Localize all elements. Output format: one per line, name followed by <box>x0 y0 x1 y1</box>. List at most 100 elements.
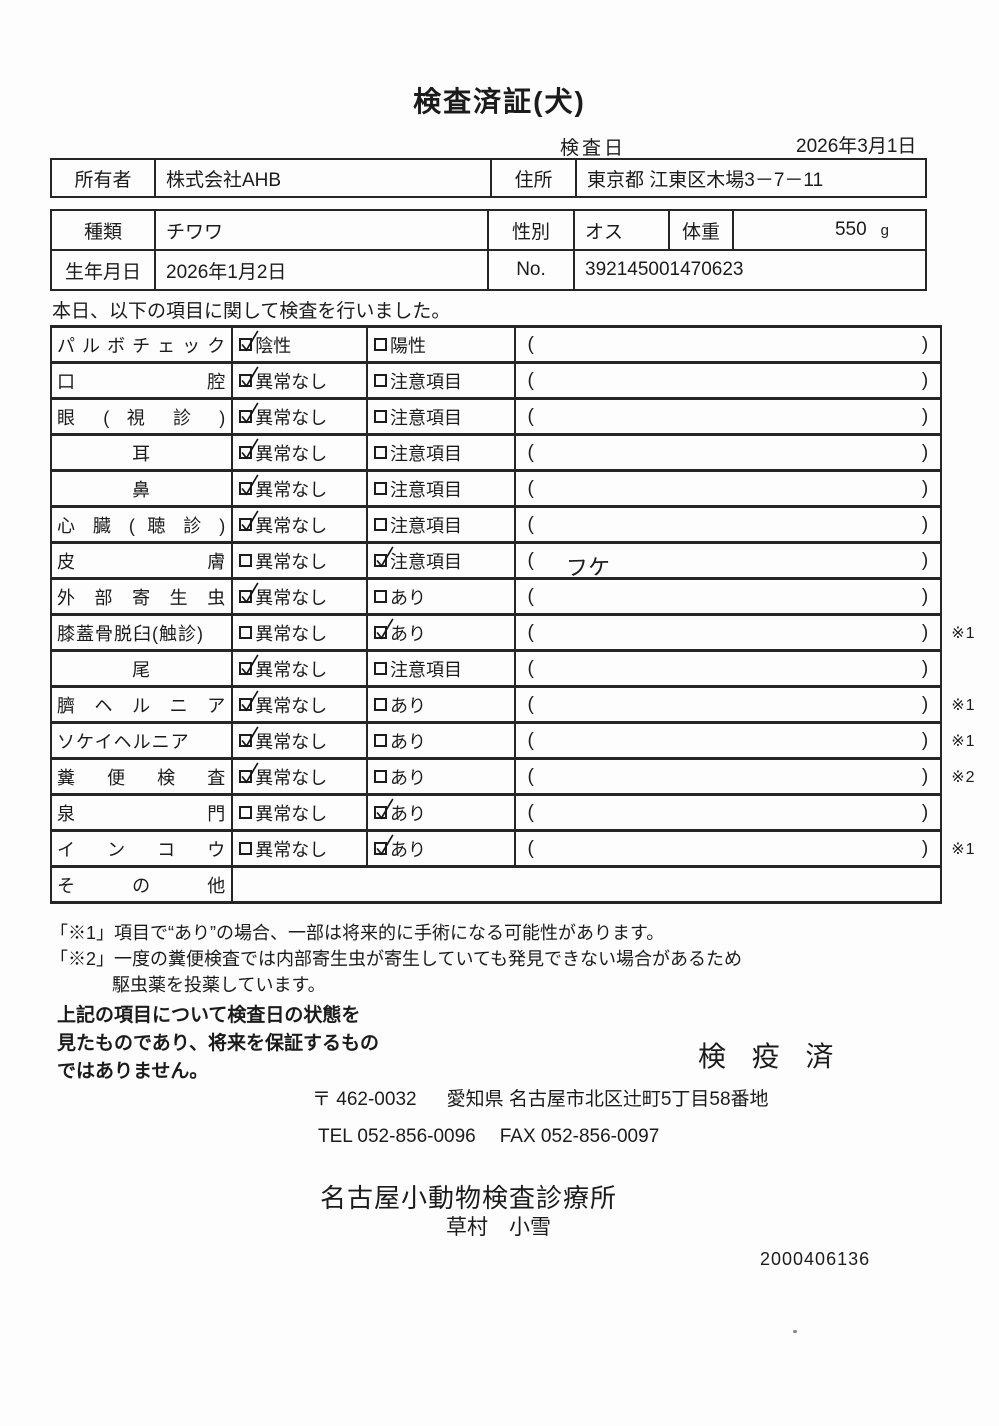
open-paren: ( <box>527 657 534 679</box>
checkbox-icon <box>374 338 388 351</box>
open-paren: ( <box>527 513 534 535</box>
check-mark-icon <box>241 330 259 352</box>
intro-text: 本日、以下の項目に関して検査を行いました。 <box>52 301 451 322</box>
checklist-row-ears: 耳 異常なし 注意項目 () <box>49 433 996 472</box>
item-label: 耳 <box>49 433 234 472</box>
close-paren: ) <box>921 585 929 607</box>
close-paren: ) <box>921 333 929 355</box>
checkbox-icon <box>239 554 253 567</box>
disclaimer-line3: ではありません。 <box>57 1061 209 1082</box>
finding-text <box>534 446 922 460</box>
option-cell: 注意項目 <box>366 505 516 544</box>
option-label: 注意項目 <box>390 479 463 500</box>
check-mark-icon <box>241 690 259 712</box>
finding-cell: () <box>513 577 943 616</box>
disclaimer-statement: 上記の項目について検査日の状態を 見たものであり、将来を保証するもの ではありま… <box>57 1002 379 1086</box>
check-mark-icon <box>376 546 394 568</box>
open-paren: ( <box>527 621 534 643</box>
remark-note <box>941 435 996 471</box>
option-cell: 注意項目 <box>366 397 516 436</box>
option-cell: 異常なし <box>231 829 369 868</box>
close-paren: ) <box>921 657 929 679</box>
option-label: あり <box>390 587 427 608</box>
close-paren: ) <box>921 441 929 463</box>
finding-cell: () <box>513 325 943 364</box>
weight-unit: g <box>880 222 889 239</box>
checklist-row-parvo: パ ル ボ チ ェ ッ ク 陰性 陽性 () <box>49 325 996 364</box>
remark-note: ※2 <box>951 768 976 786</box>
check-mark-icon <box>241 438 259 460</box>
option-label: 異常なし <box>255 587 328 608</box>
item-label: 臍 ヘ ル ニ ア <box>49 685 234 724</box>
scan-artifact-dot <box>793 1330 797 1333</box>
check-mark-icon <box>376 618 394 640</box>
checkbox-icon <box>374 546 394 568</box>
finding-cell: () <box>513 469 943 508</box>
checklist-row-fecal-exam: 糞 便 検 査 異常なし あり () ※2 <box>49 757 996 796</box>
option-label: 注意項目 <box>390 515 463 536</box>
option-label: 陽性 <box>390 335 427 356</box>
weight-value: 550 <box>834 219 867 240</box>
finding-cell: () <box>513 613 943 652</box>
close-paren: ) <box>921 549 929 571</box>
checkbox-icon <box>239 654 259 676</box>
option-label: あり <box>390 839 427 860</box>
checkbox-icon <box>239 330 259 352</box>
option-label: 異常なし <box>255 623 328 644</box>
open-paren: ( <box>527 405 534 427</box>
check-mark-icon <box>376 798 394 820</box>
option-label: 異常なし <box>255 515 328 536</box>
clinic-tel-line: TEL 052-856-0096 FAX 052-856-0097 <box>318 1126 659 1148</box>
finding-text <box>534 338 922 352</box>
birthdate-label: 生年月日 <box>50 249 156 291</box>
item-label: 外 部 寄 生 虫 <box>49 577 234 616</box>
checklist-row-eyes: 眼 ( 視 診 ) 異常なし 注意項目 () <box>49 397 996 436</box>
checklist-row-skin: 皮 膚 異常なし 注意項目 (フケ) <box>49 541 996 580</box>
checkbox-icon <box>239 474 259 496</box>
item-label: 尾 <box>49 649 234 688</box>
check-mark-icon <box>376 834 394 856</box>
checkbox-icon <box>374 410 388 423</box>
remark-note <box>941 795 996 831</box>
open-paren: ( <box>527 477 534 499</box>
option-cell: あり <box>366 829 516 868</box>
option-label: あり <box>390 803 427 824</box>
close-paren: ) <box>921 405 929 427</box>
open-paren: ( <box>527 549 534 571</box>
option-label: 異常なし <box>255 443 328 464</box>
owner-value: 株式会社AHB <box>154 158 492 198</box>
option-cell: 注意項目 <box>366 433 516 472</box>
close-paren: ) <box>921 801 929 823</box>
option-label: 異常なし <box>255 479 328 500</box>
close-paren: ) <box>921 837 929 859</box>
option-label: あり <box>390 731 427 752</box>
item-label: 眼 ( 視 診 ) <box>49 397 234 436</box>
exam-date-value: 2026年3月1日 <box>796 136 917 157</box>
checkbox-icon <box>374 374 388 387</box>
option-label: 注意項目 <box>390 443 463 464</box>
option-cell: 注意項目 <box>366 541 516 580</box>
address-label: 住所 <box>490 158 577 198</box>
postal-code: 〒 462-0032 <box>312 1089 417 1110</box>
document-number: 2000406136 <box>760 1249 871 1269</box>
open-paren: ( <box>527 585 534 607</box>
checkbox-icon <box>239 438 259 460</box>
remark-note: ※1 <box>951 732 976 750</box>
checkbox-icon <box>374 518 388 531</box>
checkbox-icon <box>239 726 259 748</box>
remark-note <box>941 363 996 399</box>
checklist-row-mouth: 口 腔 異常なし 注意項目 () <box>49 361 996 400</box>
remark-note <box>941 507 996 543</box>
number-value: 392145001470623 <box>573 249 927 291</box>
owner-table: 所有者 株式会社AHB 住所 東京都 江東区木場3－7－11 <box>50 158 927 198</box>
option-cell: 異常なし <box>231 793 369 832</box>
option-label: 異常なし <box>255 659 328 680</box>
option-label: 異常なし <box>255 767 328 788</box>
option-label: あり <box>390 767 427 788</box>
close-paren: ) <box>921 477 929 499</box>
remark-note <box>941 651 996 687</box>
open-paren: ( <box>527 837 534 859</box>
clinic-address: 愛知県 名古屋市北区辻町5丁目58番地 <box>446 1089 769 1110</box>
checklist-row-heart: 心 臓 ( 聴 診 ) 異常なし 注意項目 () <box>49 505 996 544</box>
finding-cell: (フケ) <box>513 541 943 580</box>
